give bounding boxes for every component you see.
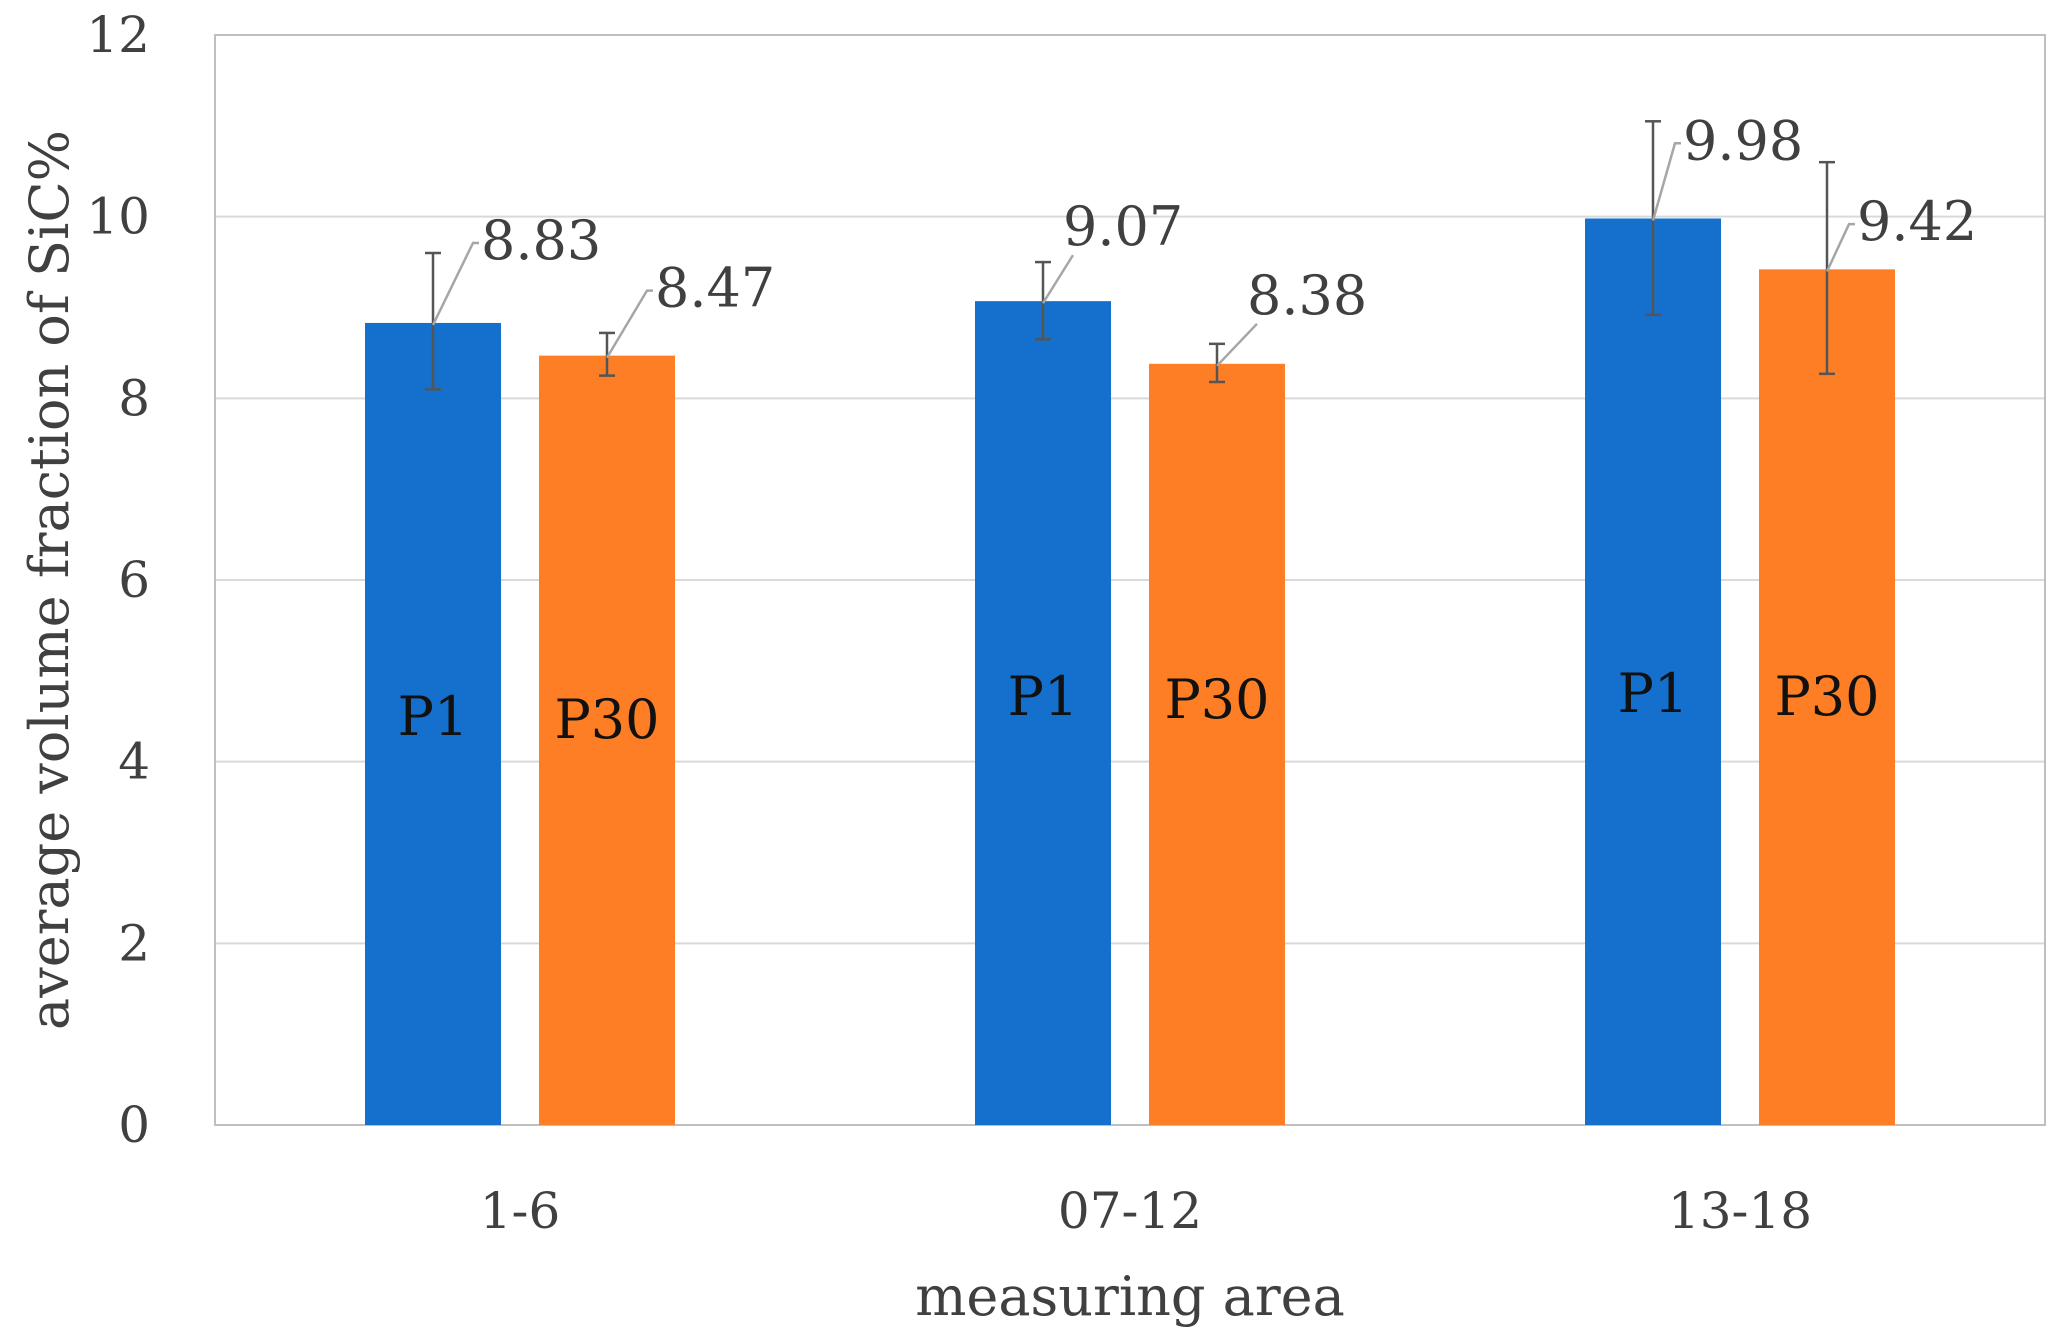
bar-inner-label: P30 [1774,665,1879,728]
bar-inner-label: P1 [1618,662,1689,725]
data-label-leader [1651,142,1681,221]
error-bars [425,120,1835,391]
bar-p1-1-6 [365,322,501,1126]
bar-p1-07-12 [975,301,1111,1125]
data-label: 8.83 [481,209,601,272]
bar-inner-label: P1 [398,685,469,748]
data-label-leader [1041,254,1075,304]
data-label: 9.42 [1857,190,1977,253]
data-label-leader [1216,322,1258,367]
y-axis-ticks: 0 2 4 6 8 10 12 [86,6,150,1154]
data-label-leader [1825,222,1855,272]
x-axis-ticks: 1-6 07-12 13-18 [480,1182,1812,1240]
bars [365,218,1895,1126]
data-labels: P1 8.83 P30 8.47 P1 9.07 P30 8.38 P1 9.98 P30 9.42 [398,109,1978,751]
y-tick-label: 4 [118,733,150,791]
x-tick-label: 1-6 [480,1182,561,1240]
gridlines [215,215,2045,945]
x-tick-label: 07-12 [1058,1182,1202,1240]
x-axis-title: measuring area [915,1265,1345,1328]
y-tick-label: 2 [118,914,150,972]
bar-p1-13-18 [1585,218,1721,1125]
data-label: 8.47 [655,257,775,320]
bar-inner-label: P30 [1164,668,1269,731]
y-tick-label: 12 [86,6,150,64]
data-label-leader [431,241,479,326]
bar-p30-13-18 [1759,269,1895,1126]
plot-frame [214,34,2046,1126]
x-tick-label: 13-18 [1668,1182,1812,1240]
y-axis-title: average volume fraction of SiC% [18,130,81,1030]
data-label: 9.98 [1683,109,1803,172]
bar-p30-1-6 [539,355,675,1125]
y-tick-label: 6 [118,551,150,609]
y-tick-label: 8 [118,369,150,427]
data-label-leader [605,289,653,359]
data-label: 9.07 [1063,195,1183,258]
data-label: 8.38 [1247,264,1367,327]
bar-inner-label: P30 [554,688,659,751]
bar-p30-07-12 [1149,363,1285,1126]
y-tick-label: 10 [86,188,150,246]
y-tick-label: 0 [118,1096,150,1154]
bar-inner-label: P1 [1008,665,1079,728]
